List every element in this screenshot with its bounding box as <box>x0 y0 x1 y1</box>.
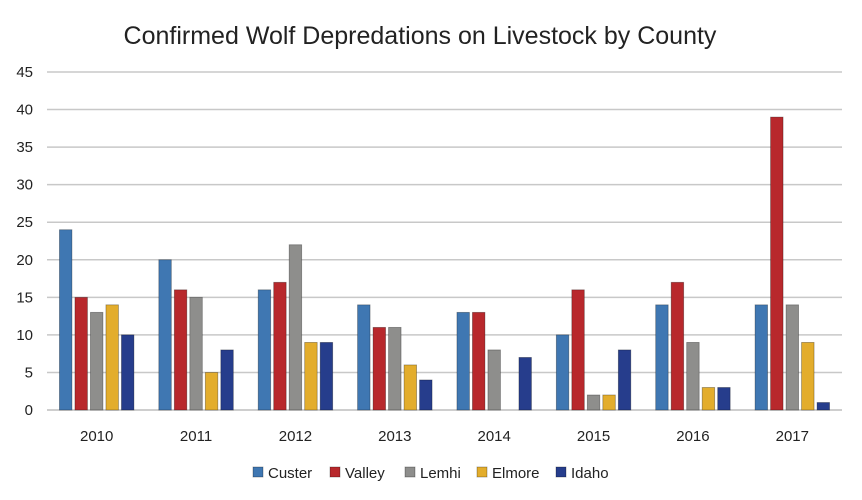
legend-item-valley: Valley <box>329 465 385 482</box>
bar-idaho-2011 <box>220 349 234 411</box>
x-tick-label: 2015 <box>577 428 610 445</box>
bar-elmore-2010 <box>105 304 119 411</box>
legend-item-lemhi: Lemhi <box>404 465 461 482</box>
bar-lemhi-2012 <box>288 244 303 411</box>
bar-custer-2012 <box>257 289 272 411</box>
y-tick-label: 15 <box>16 289 33 306</box>
x-tick-label: 2014 <box>478 428 511 445</box>
y-tick-label: 20 <box>16 252 33 269</box>
x-tick-label: 2011 <box>180 428 212 445</box>
x-tick-label: 2013 <box>378 428 411 445</box>
y-tick-label: 30 <box>16 177 33 194</box>
x-tick-label: 2010 <box>80 428 113 445</box>
bar-lemhi-2013 <box>388 326 402 411</box>
bar-idaho-2010 <box>121 334 135 411</box>
legend-item-elmore: Elmore <box>476 465 540 482</box>
y-tick-label: 35 <box>16 139 33 156</box>
bar-lemhi-2010 <box>90 311 104 411</box>
x-tick-label: 2017 <box>776 428 809 445</box>
bar-valley-2014 <box>472 311 486 411</box>
bar-elmore-2012 <box>304 341 318 411</box>
bar-valley-2013 <box>372 326 386 411</box>
bar-elmore-2011 <box>204 372 219 411</box>
bar-idaho-2017 <box>816 402 830 411</box>
bar-custer-2014 <box>456 311 470 411</box>
bar-custer-2013 <box>357 304 371 411</box>
y-tick-label: 25 <box>16 214 33 231</box>
legend-label: Valley <box>345 465 385 482</box>
legend-swatch <box>329 466 341 478</box>
bar-custer-2010 <box>59 229 73 411</box>
legend-swatch <box>476 466 488 478</box>
bar-custer-2015 <box>555 334 570 411</box>
y-tick-label: 5 <box>25 364 33 381</box>
bar-custer-2017 <box>754 304 768 411</box>
bar-elmore-2016 <box>701 387 716 411</box>
bar-idaho-2012 <box>319 341 334 411</box>
legend-item-idaho: Idaho <box>555 465 609 482</box>
x-tick-label: 2016 <box>676 428 709 445</box>
legend-label: Custer <box>268 465 312 482</box>
bar-lemhi-2015 <box>586 394 601 411</box>
bar-idaho-2013 <box>419 379 433 411</box>
bar-lemhi-2011 <box>189 296 203 411</box>
legend-swatch <box>555 466 567 478</box>
bar-idaho-2014 <box>518 357 532 411</box>
y-tick-label: 45 <box>16 64 33 81</box>
bar-idaho-2016 <box>717 387 731 411</box>
y-tick-label: 0 <box>25 402 33 419</box>
legend-label: Elmore <box>492 465 540 482</box>
bar-elmore-2017 <box>801 341 815 411</box>
bar-valley-2016 <box>670 281 685 411</box>
legend-label: Lemhi <box>420 465 461 482</box>
legend-item-custer: Custer <box>252 465 312 482</box>
bar-valley-2012 <box>273 281 287 411</box>
bar-valley-2011 <box>173 289 188 411</box>
legend-swatch <box>252 466 264 478</box>
bar-valley-2010 <box>74 296 88 411</box>
bar-custer-2011 <box>158 259 172 411</box>
bar-idaho-2015 <box>617 349 632 411</box>
bar-lemhi-2017 <box>785 304 799 411</box>
y-tick-label: 40 <box>16 102 33 119</box>
bar-lemhi-2014 <box>487 349 501 411</box>
y-tick-label: 10 <box>16 327 33 344</box>
bar-lemhi-2016 <box>686 341 700 411</box>
bar-elmore-2015 <box>602 394 616 411</box>
x-tick-label: 2012 <box>279 428 312 445</box>
bar-elmore-2013 <box>403 364 417 411</box>
bar-valley-2015 <box>571 289 585 411</box>
bar-custer-2016 <box>655 304 669 411</box>
bar-valley-2017 <box>770 116 784 411</box>
legend-label: Idaho <box>571 465 609 482</box>
chart-title: Confirmed Wolf Depredations on Livestock… <box>124 22 717 50</box>
legend-swatch <box>404 466 416 478</box>
